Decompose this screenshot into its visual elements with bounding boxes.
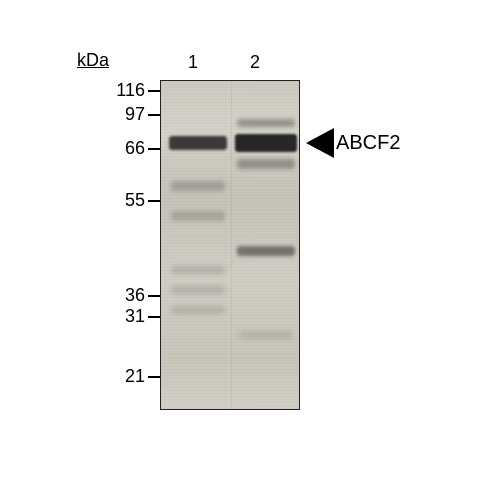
lane-label-2: 2 — [250, 52, 260, 73]
unit-label-kda: kDa — [77, 50, 109, 71]
band-lane1-1 — [171, 181, 225, 191]
band-lane1-3 — [171, 266, 225, 274]
mw-label-97: 97 — [75, 104, 145, 125]
band-lane1-4 — [171, 286, 225, 294]
lane-divider — [231, 81, 232, 409]
mw-label-66: 66 — [75, 138, 145, 159]
mw-label-36: 36 — [75, 285, 145, 306]
mw-label-116: 116 — [75, 80, 145, 101]
mw-label-31: 31 — [75, 306, 145, 327]
mw-tick-55 — [148, 200, 160, 202]
blot-noise-overlay — [161, 81, 299, 409]
mw-tick-31 — [148, 316, 160, 318]
band-lane1-0 — [169, 136, 227, 150]
band-lane2-6 — [237, 119, 295, 127]
mw-tick-21 — [148, 376, 160, 378]
annotation-label: ABCF2 — [336, 132, 400, 155]
band-lane2-9 — [237, 246, 295, 256]
arrowhead-icon — [306, 128, 334, 158]
band-lane2-7 — [235, 134, 297, 152]
band-annotation: ABCF2 — [306, 128, 400, 158]
western-blot-figure: kDa 12116976655363121ABCF2 — [70, 80, 430, 430]
mw-tick-36 — [148, 295, 160, 297]
mw-label-21: 21 — [75, 366, 145, 387]
lane-label-1: 1 — [188, 52, 198, 73]
band-lane1-2 — [171, 211, 225, 221]
mw-tick-66 — [148, 148, 160, 150]
mw-label-55: 55 — [75, 190, 145, 211]
band-lane2-10 — [239, 331, 293, 339]
band-lane2-8 — [237, 159, 295, 169]
band-lane1-5 — [171, 306, 225, 314]
blot-membrane-frame — [160, 80, 300, 410]
mw-tick-97 — [148, 114, 160, 116]
mw-tick-116 — [148, 90, 160, 92]
